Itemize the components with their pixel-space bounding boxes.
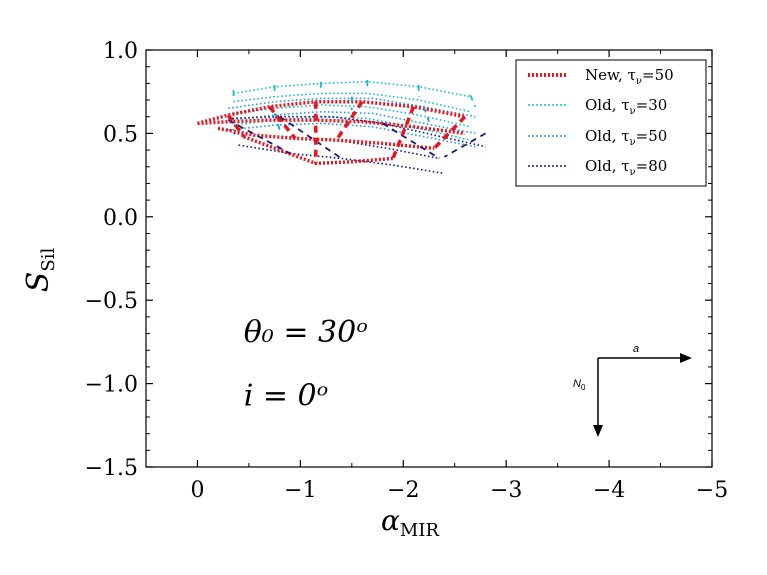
- connector-10: [279, 115, 343, 160]
- series-2-line-2: [238, 144, 445, 175]
- legend-label-old-80: Old, τν=80: [585, 157, 667, 178]
- x-tick-label-3: −3: [490, 478, 522, 503]
- series-2-line-0: [228, 115, 486, 148]
- y-tick-label-1: 0.5: [103, 122, 138, 147]
- y-tick-label-5: −1.5: [85, 456, 138, 481]
- connector-13: [226, 114, 246, 138]
- legend-label-old-30: Old, τν=30: [585, 96, 667, 117]
- series-1-line-0: [228, 97, 476, 118]
- theta-annotation: θ₀ = 30ᵒ: [244, 315, 368, 350]
- legend-label-old-50: Old, τν=50: [585, 127, 667, 148]
- plot-area: [197, 80, 487, 175]
- connector-8: [423, 106, 430, 122]
- y-tick-label-3: −0.5: [85, 289, 138, 314]
- inset-horizontal-arrowhead-icon: [680, 353, 692, 363]
- series-2-line-1: [233, 132, 440, 160]
- inset-y-label: N0: [573, 378, 586, 392]
- connector-12: [443, 132, 487, 158]
- x-tick-label-5: −5: [696, 478, 728, 503]
- connector-14: [268, 105, 297, 140]
- y-tick-label-2: 0.0: [103, 206, 138, 231]
- x-tick-label-1: −1: [284, 478, 316, 503]
- legend-label-new-50: New, τν=50: [585, 66, 674, 87]
- inset-vertical-arrowhead-icon: [593, 425, 603, 437]
- connector-11: [382, 122, 440, 160]
- legend: New, τν=50 Old, τν=30 Old, τν=50 Old, τν…: [515, 59, 707, 187]
- x-axis-title: αMIR: [381, 504, 439, 541]
- inset-x-label: a: [633, 343, 639, 355]
- plot-frame: [145, 49, 713, 468]
- series-0-line-0: [233, 80, 471, 98]
- inset-axes-diagram: a N0: [573, 343, 692, 437]
- connector-17: [391, 106, 416, 160]
- connector-16: [334, 100, 364, 142]
- x-tick-label-2: −2: [387, 478, 419, 503]
- legend-entry-new-50: New, τν=50: [528, 66, 674, 87]
- connector-6: [273, 113, 281, 131]
- y-tick-label-0: 1.0: [103, 39, 138, 64]
- connector-18: [432, 115, 467, 150]
- x-tick-label-4: −4: [593, 478, 625, 503]
- legend-entry-old-50: Old, τν=50: [528, 127, 667, 148]
- legend-entry-old-80: Old, τν=80: [528, 157, 667, 178]
- legend-box: [515, 59, 707, 187]
- inclination-annotation: i = 0ᵒ: [244, 378, 328, 413]
- legend-entry-old-30: Old, τν=30: [528, 96, 667, 117]
- series-3-line-1: [197, 118, 466, 136]
- connector-5: [469, 94, 477, 108]
- y-tick-label-4: −1.0: [85, 373, 138, 398]
- x-tick-label-0: 0: [190, 478, 204, 503]
- axes: 0 −1 −2 −3 −4 −5 1.0 0.5 0.0 −0.5 −1.0 −1.5 θ₀ = 30ᵒ…: [85, 39, 729, 503]
- connector-9: [227, 119, 291, 155]
- y-axis-title: SSil: [21, 248, 59, 293]
